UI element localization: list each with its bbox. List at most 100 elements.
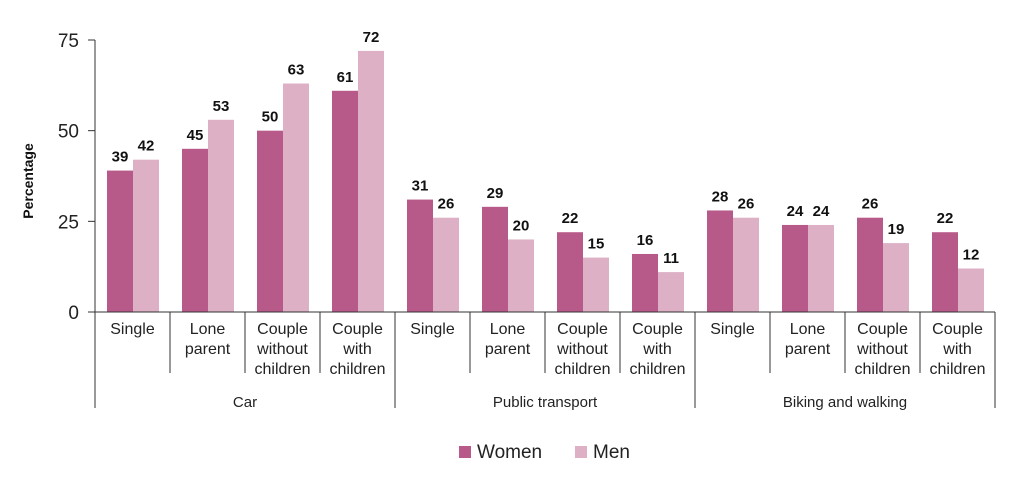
category-label-line: Couple <box>557 321 608 338</box>
category-label-line: Single <box>710 321 755 338</box>
data-label-women-6: 22 <box>562 210 579 227</box>
y-tick-label: 75 <box>58 31 79 52</box>
bar-women-10 <box>857 217 883 312</box>
bar-women-3 <box>332 90 358 312</box>
bar-men-4 <box>433 217 459 312</box>
category-label: Lone parent <box>785 321 831 358</box>
data-label-men-4: 26 <box>438 196 455 213</box>
bar-women-0 <box>107 170 133 312</box>
category-label-line: with <box>642 341 671 358</box>
bar-men-7 <box>658 272 684 312</box>
bar-men-3 <box>358 50 384 312</box>
bar-women-2 <box>257 130 283 312</box>
y-tick-label: 0 <box>68 303 79 324</box>
bar-women-8 <box>707 210 733 312</box>
category-label: Couple with children <box>629 321 685 378</box>
category-label-line: children <box>329 361 385 378</box>
legend-label-women: Women <box>477 442 542 463</box>
data-label-men-5: 20 <box>513 217 530 234</box>
category-label-line: Single <box>410 321 455 338</box>
data-label-women-7: 16 <box>637 232 654 249</box>
category-label-line: Couple <box>332 321 383 338</box>
bar-women-4 <box>407 199 433 312</box>
data-label-men-7: 11 <box>663 250 679 267</box>
legend: Women Men <box>459 442 630 463</box>
category-label-line: parent <box>185 341 231 358</box>
data-label-men-9: 24 <box>813 203 830 220</box>
category-label-line: Lone <box>190 321 226 338</box>
category-label-line: Lone <box>490 321 526 338</box>
category-label: Single <box>410 321 455 338</box>
data-label-women-4: 31 <box>412 178 429 195</box>
bar-men-10 <box>883 243 909 312</box>
bar-women-5 <box>482 206 508 312</box>
data-label-men-10: 19 <box>888 221 905 238</box>
data-label-women-0: 39 <box>112 149 129 166</box>
category-label-line: Couple <box>632 321 683 338</box>
legend-swatch-women <box>459 446 471 458</box>
data-label-women-9: 24 <box>787 203 804 220</box>
category-label: Lone parent <box>485 321 531 358</box>
y-tick-label: 50 <box>58 122 79 143</box>
category-label: Couple with children <box>329 321 385 378</box>
bar-men-0 <box>133 159 159 312</box>
data-label-men-0: 42 <box>138 138 155 155</box>
bar-women-7 <box>632 253 658 312</box>
data-label-women-10: 26 <box>862 196 879 213</box>
group-label: Biking and walking <box>783 394 907 411</box>
category-label: Couple with children <box>929 321 985 378</box>
bar-men-9 <box>808 224 834 312</box>
legend-label-men: Men <box>593 442 630 463</box>
bar-women-6 <box>557 232 583 312</box>
data-label-women-8: 28 <box>712 188 729 205</box>
bar-women-9 <box>782 224 808 312</box>
category-label-line: parent <box>785 341 831 358</box>
category-label-line: Couple <box>857 321 908 338</box>
bar-men-6 <box>583 257 609 312</box>
y-axis-ticks: 0 25 50 75 <box>58 31 96 324</box>
data-labels: 39 42 45 53 50 63 61 72 31 26 29 20 22 15 16 11 28 26 24 24… <box>112 29 980 267</box>
category-label-line: without <box>856 341 908 358</box>
category-label-line: Single <box>110 321 155 338</box>
category-label-line: without <box>256 341 308 358</box>
category-label-line: children <box>854 361 910 378</box>
bar-men-11 <box>958 268 984 312</box>
data-label-women-1: 45 <box>187 127 204 144</box>
category-label-line: children <box>554 361 610 378</box>
data-label-men-1: 53 <box>213 98 230 115</box>
bar-men-2 <box>283 83 309 313</box>
category-label: Lone parent <box>185 321 231 358</box>
category-label: Single <box>110 321 155 338</box>
data-label-men-3: 72 <box>363 29 380 46</box>
category-label: Couple without children <box>554 321 610 378</box>
group-label: Public transport <box>493 394 598 411</box>
data-label-men-11: 12 <box>963 246 980 263</box>
bar-women-1 <box>182 148 208 312</box>
y-tick-label: 25 <box>58 212 79 233</box>
bar-men-8 <box>733 217 759 312</box>
category-label-line: with <box>342 341 371 358</box>
category-label: Couple without children <box>254 321 310 378</box>
bar-men-5 <box>508 239 534 312</box>
group-label: Car <box>233 394 257 411</box>
bar-women-11 <box>932 232 958 312</box>
data-label-men-2: 63 <box>288 62 305 79</box>
category-label-line: parent <box>485 341 531 358</box>
category-label-line: Couple <box>932 321 983 338</box>
category-label: Couple without children <box>854 321 910 378</box>
data-label-men-6: 15 <box>588 236 605 253</box>
legend-swatch-men <box>575 446 587 458</box>
category-label-line: without <box>556 341 608 358</box>
data-label-women-2: 50 <box>262 109 279 126</box>
category-label-line: Lone <box>790 321 826 338</box>
category-label: Single <box>710 321 755 338</box>
bar-men-1 <box>208 119 234 312</box>
bars <box>107 50 984 313</box>
category-label-line: children <box>254 361 310 378</box>
category-label-line: Couple <box>257 321 308 338</box>
category-label-line: with <box>942 341 971 358</box>
category-label-line: children <box>929 361 985 378</box>
data-label-men-8: 26 <box>738 196 755 213</box>
